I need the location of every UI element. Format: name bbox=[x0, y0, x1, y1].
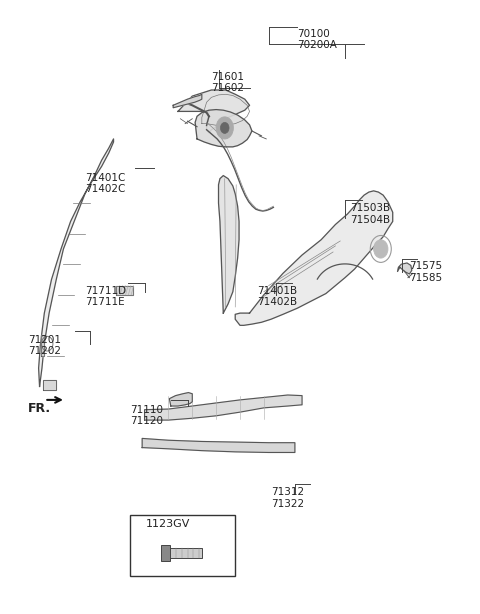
Text: 71401C
71402C: 71401C 71402C bbox=[85, 173, 125, 194]
Polygon shape bbox=[169, 392, 192, 406]
Polygon shape bbox=[397, 263, 412, 274]
Circle shape bbox=[373, 239, 388, 258]
Circle shape bbox=[216, 117, 233, 139]
Text: 71711D
71711E: 71711D 71711E bbox=[85, 286, 126, 307]
Text: 71110
71120: 71110 71120 bbox=[130, 405, 163, 426]
Text: 71312
71322: 71312 71322 bbox=[271, 488, 304, 509]
Bar bbox=[164, 548, 202, 558]
Polygon shape bbox=[195, 109, 252, 147]
Text: 71575
71585: 71575 71585 bbox=[409, 261, 443, 283]
Bar bbox=[161, 545, 170, 561]
Text: FR.: FR. bbox=[28, 402, 51, 414]
Polygon shape bbox=[173, 95, 202, 107]
Text: 71601
71602: 71601 71602 bbox=[211, 72, 244, 93]
Polygon shape bbox=[178, 90, 250, 133]
Polygon shape bbox=[142, 438, 295, 453]
Polygon shape bbox=[116, 286, 132, 295]
Polygon shape bbox=[41, 335, 44, 356]
Bar bbox=[130, 515, 235, 576]
Polygon shape bbox=[235, 191, 393, 325]
Polygon shape bbox=[144, 395, 302, 420]
Text: 1123GV: 1123GV bbox=[146, 519, 191, 529]
Text: 70100
70200A: 70100 70200A bbox=[297, 29, 337, 50]
Text: 71503B
71504B: 71503B 71504B bbox=[350, 203, 390, 225]
Text: 71201
71202: 71201 71202 bbox=[28, 335, 60, 356]
Polygon shape bbox=[218, 176, 239, 313]
Polygon shape bbox=[43, 380, 56, 389]
Text: 71401B
71402B: 71401B 71402B bbox=[257, 286, 297, 307]
Polygon shape bbox=[38, 139, 114, 386]
Circle shape bbox=[220, 122, 229, 133]
